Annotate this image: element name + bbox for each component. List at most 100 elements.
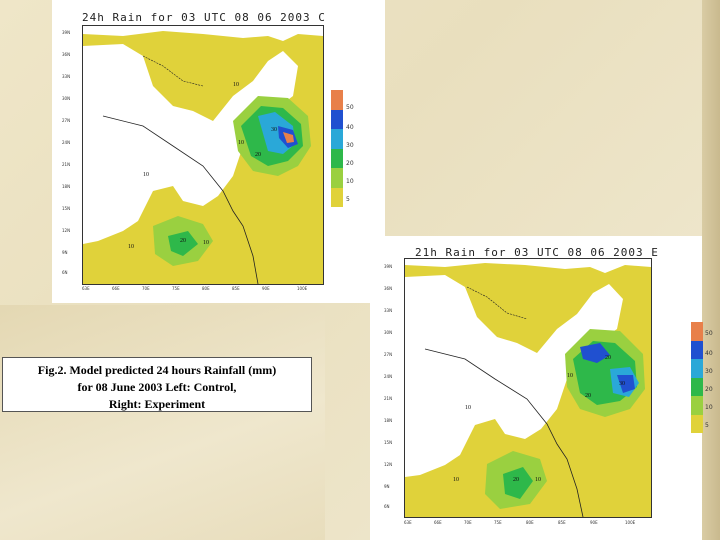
legend-swatch-50 (691, 322, 703, 341)
lon-label: 66E (434, 520, 442, 525)
legend-swatch-20 (331, 148, 343, 169)
lon-label: 75E (494, 520, 502, 525)
contour-label: 30 (619, 381, 625, 387)
lat-label: 30N (62, 96, 71, 101)
lat-label: 12N (384, 462, 393, 467)
legend-label: 5 (705, 422, 709, 429)
lat-label: 18N (62, 184, 71, 189)
slide-background-panel (0, 305, 325, 540)
rain-20mm-region-south (168, 231, 198, 256)
lon-label: 70E (464, 520, 472, 525)
figure-caption: Fig.2. Model predicted 24 hours Rainfall… (2, 357, 312, 412)
lon-label: 100E (625, 520, 636, 525)
border-line (466, 286, 528, 320)
lon-label: 66E (112, 286, 120, 291)
contour-label: 20 (180, 238, 186, 244)
coastline (102, 115, 259, 284)
legend-label: 50 (705, 330, 713, 337)
legend-swatch-10 (691, 396, 703, 415)
lon-label: 75E (172, 286, 180, 291)
rain-40mm-region (617, 375, 635, 393)
lat-label: 24N (62, 140, 71, 145)
contour-label: 10 (143, 172, 149, 178)
lat-label: 15N (384, 440, 393, 445)
lat-label: 9N (62, 250, 68, 255)
map-title: 24h Rain for 03 UTC 08 06 2003 C (82, 11, 326, 24)
contour-label: 10 (535, 477, 541, 483)
lat-label: 6N (384, 504, 390, 509)
contour-label: 10 (128, 244, 134, 250)
contour-label: 10 (453, 477, 459, 483)
legend-label: 20 (705, 386, 713, 393)
contour-label: 10 (567, 373, 573, 379)
legend-swatch-5 (691, 414, 703, 434)
legend-swatch-5 (331, 187, 343, 208)
contour-label: 10 (465, 405, 471, 411)
legend-label: 50 (346, 104, 354, 111)
border-line (142, 55, 204, 87)
slide-edge-strip (702, 0, 720, 540)
legend-label: 20 (346, 160, 354, 167)
lat-label: 33N (384, 308, 393, 313)
dry-region (405, 275, 623, 477)
contour-label: 20 (255, 152, 261, 158)
contour-label: 30 (271, 127, 277, 133)
rainfall-field: 10 20 10 30 20 10 20 10 (405, 259, 651, 517)
lat-label: 18N (384, 418, 393, 423)
legend-swatch-40 (331, 109, 343, 130)
dry-region-north (405, 259, 651, 273)
legend-label: 10 (705, 404, 713, 411)
map-title: 21h Rain for 03 UTC 08 06 2003 E (415, 246, 659, 259)
caption-line-2: for 08 June 2003 Left: Control, (77, 380, 237, 394)
legend-swatch-30 (691, 359, 703, 378)
lat-label: 12N (62, 228, 71, 233)
caption-line-1: Fig.2. Model predicted 24 hours Rainfall… (37, 363, 277, 377)
lat-label: 24N (384, 374, 393, 379)
rainfall-legend (691, 322, 703, 434)
lat-label: 36N (62, 52, 71, 57)
contour-label: 20 (605, 355, 611, 361)
lon-label: 80E (202, 286, 210, 291)
lat-label: 21N (384, 396, 393, 401)
legend-swatch-50 (331, 90, 343, 110)
legend-swatch-30 (331, 129, 343, 149)
lon-label: 80E (526, 520, 534, 525)
legend-swatch-20 (691, 377, 703, 397)
legend-label: 30 (346, 142, 354, 149)
lat-label: 30N (384, 330, 393, 335)
lon-label: 90E (590, 520, 598, 525)
lat-label: 15N (62, 206, 71, 211)
caption-line-3: Right: Experiment (108, 397, 206, 411)
lat-label: 27N (384, 352, 393, 357)
lat-label: 21N (62, 162, 71, 167)
lon-label: 85E (558, 520, 566, 525)
contour-label: 20 (513, 477, 519, 483)
legend-swatch-40 (691, 340, 703, 360)
lon-label: 63E (82, 286, 90, 291)
rain-50mm-region (283, 132, 294, 143)
dry-region-north (83, 26, 323, 41)
rainfall-field: 10 20 10 30 20 10 10 10 (83, 26, 323, 284)
contour-label: 10 (233, 82, 239, 88)
legend-label: 30 (705, 368, 713, 375)
map-plot-area: 10 20 10 30 20 10 10 10 (82, 25, 324, 285)
lat-label: 33N (62, 74, 71, 79)
lat-label: 9N (384, 484, 390, 489)
contour-label: 10 (238, 140, 244, 146)
lon-label: 90E (262, 286, 270, 291)
rain-20mm-region-south (503, 467, 533, 499)
legend-label: 40 (705, 350, 713, 357)
legend-label: 40 (346, 124, 354, 131)
contour-label: 10 (203, 240, 209, 246)
control-rainfall-map: 24h Rain for 03 UTC 08 06 2003 C 10 20 1… (52, 0, 385, 303)
lon-label: 100E (297, 286, 308, 291)
legend-swatch-10 (331, 168, 343, 188)
lat-label: 36N (384, 286, 393, 291)
map-plot-area: 10 20 10 30 20 10 20 10 (404, 258, 652, 518)
lat-label: 39N (62, 30, 71, 35)
lon-label: 85E (232, 286, 240, 291)
rainfall-legend (331, 90, 343, 208)
rain-40mm-region-north (580, 343, 610, 363)
contour-label: 20 (585, 393, 591, 399)
legend-label: 5 (346, 196, 350, 203)
